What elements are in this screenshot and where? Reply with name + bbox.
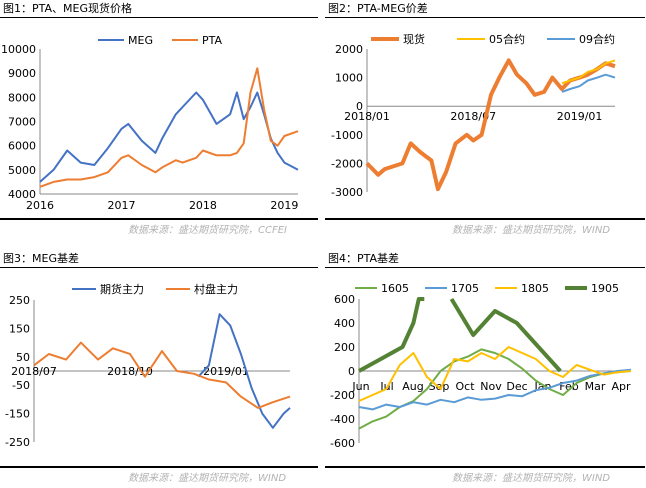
panel1-top-rule xyxy=(0,17,318,18)
y-tick-label: 150 xyxy=(9,322,30,335)
y-tick-label: 5000 xyxy=(8,164,36,177)
panel3-bottom-rule xyxy=(0,466,318,468)
y-tick-label: -1000 xyxy=(331,129,363,142)
panel3-source: 数据来源：盛达期货研究院，WIND xyxy=(128,473,287,484)
panel4-source: 数据来源：盛达期货研究院，WIND xyxy=(452,473,611,484)
y-tick-label: 2000 xyxy=(335,43,363,56)
series-line-PTA xyxy=(39,67,299,188)
panel2-title: 图2：PTA-MEG价差 xyxy=(328,2,428,15)
y-tick-label: 200 xyxy=(334,341,355,354)
series-line-1805 xyxy=(358,346,632,402)
y-tick-label: 600 xyxy=(334,293,355,306)
x-tick-label: Dec xyxy=(506,380,527,393)
x-tick-label: Nov xyxy=(480,380,502,393)
series-line-1905 xyxy=(449,297,562,373)
y-tick-label: 400 xyxy=(334,317,355,330)
legend-label: 05合约 xyxy=(489,32,525,46)
x-tick-label: Apr xyxy=(611,380,631,393)
series-line-期货主力 xyxy=(197,313,291,429)
y-tick-label: 10000 xyxy=(1,43,36,56)
panel3-title: 图3：MEG基差 xyxy=(3,252,79,265)
series-line-MEG xyxy=(39,91,299,183)
x-tick-label: 2018/10 xyxy=(107,365,153,378)
series-line-09合约 xyxy=(561,73,616,93)
y-tick-label: 50 xyxy=(16,351,30,364)
y-tick-label: -600 xyxy=(330,437,355,450)
y-tick-label: 6000 xyxy=(8,140,36,153)
x-tick-label: 2019/01 xyxy=(203,365,249,378)
legend-label: 期货主力 xyxy=(100,282,144,296)
y-tick-label: 1000 xyxy=(335,72,363,85)
panel1-title: 图1：PTA、MEG现货价格 xyxy=(3,2,132,15)
panel2-top-rule xyxy=(325,17,645,18)
series-line-1905 xyxy=(358,297,425,373)
y-tick-label: 0 xyxy=(356,100,363,113)
y-tick-label: 9000 xyxy=(8,67,36,80)
legend-label: 1705 xyxy=(451,282,479,295)
panel3-top-rule xyxy=(0,267,318,268)
x-tick-label: 2018/07 xyxy=(11,365,57,378)
x-tick-label: Mar xyxy=(585,380,606,393)
y-tick-label: -400 xyxy=(330,413,355,426)
chart-pta-meg-spread: -3000 -2000 -1000 0 1000 2000 2018/01 2018/07 20… xyxy=(331,32,616,199)
chart-meg-pta-price: 4000 5000 6000 7000 8000 9000 10000 2016 2017 201… xyxy=(1,34,299,212)
y-tick-label: -50 xyxy=(12,379,30,392)
chart-meg-basis: -250 -150 -50 50 150 250 2018/07 2018/10 2019/01… xyxy=(5,282,291,449)
legend-label: 现货 xyxy=(403,32,425,46)
x-tick-label: 2018/07 xyxy=(450,110,496,123)
y-tick-label: 250 xyxy=(9,294,30,307)
panel4-bottom-rule xyxy=(325,466,645,468)
y-tick-label: 7000 xyxy=(8,116,36,129)
y-tick-label: 8000 xyxy=(8,91,36,104)
legend-label: 村盘主力 xyxy=(194,282,238,296)
panel4-title: 图4：PTA基差 xyxy=(328,252,400,265)
y-tick-label: 0 xyxy=(348,365,355,378)
y-tick-label: -250 xyxy=(5,436,30,449)
panel1-bottom-rule xyxy=(0,218,318,220)
x-tick-label: Aug xyxy=(402,380,423,393)
panel4-top-rule xyxy=(325,267,645,268)
y-tick-label: -2000 xyxy=(331,157,363,170)
x-tick-label: Oct xyxy=(455,380,475,393)
y-tick-label: -150 xyxy=(5,408,30,421)
x-tick-label: Jun xyxy=(351,380,369,393)
panel1-source: 数据来源：盛达期货研究院，CCFEI xyxy=(128,225,287,236)
series-line-现货 xyxy=(365,58,616,192)
legend-label: 1905 xyxy=(591,282,619,295)
x-tick-label: 2019/01 xyxy=(557,110,603,123)
x-tick-label: 2018/01 xyxy=(344,110,390,123)
legend-label: 09合约 xyxy=(579,32,615,46)
series-line-05合约 xyxy=(561,59,616,85)
panel2-bottom-rule xyxy=(325,218,645,220)
legend-label: PTA xyxy=(202,34,222,47)
legend-label: 1805 xyxy=(521,282,549,295)
legend-label: 1605 xyxy=(381,282,409,295)
panel2-source: 数据来源：盛达期货研究院，WIND xyxy=(452,225,611,236)
x-tick-label: 2017 xyxy=(107,199,135,212)
y-tick-label: -3000 xyxy=(331,186,363,199)
y-tick-label: -200 xyxy=(330,389,355,402)
x-tick-label: 2019 xyxy=(270,199,298,212)
y-tick-label: 4000 xyxy=(8,188,36,201)
x-tick-label: 2018 xyxy=(189,199,217,212)
series-line-1705 xyxy=(358,368,632,411)
legend-label: MEG xyxy=(128,34,153,47)
x-tick-label: 2016 xyxy=(26,199,54,212)
series-line-村盘主力 xyxy=(33,341,291,409)
